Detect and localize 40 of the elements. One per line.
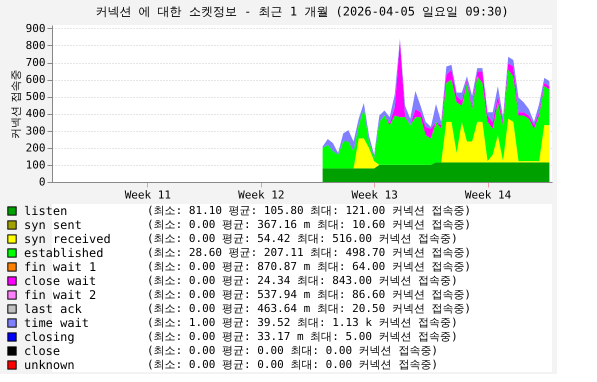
y-tick-label: 600	[26, 73, 46, 86]
y-tick-label: 800	[26, 38, 46, 52]
text: (최소: 0.00 평균: 54.42 최대: 516.00 커넥션 접속중)	[147, 232, 458, 245]
y-tick-label: 900	[26, 22, 46, 35]
text: (최소: 0.00 평균: 0.00 최대: 0.00 커넥션 접속중)	[147, 358, 438, 371]
legend-label: fin wait 2	[24, 288, 96, 302]
text: (최소: 28.60 평균: 207.11 최대: 498.70 커넥션 접속중)	[147, 246, 472, 259]
chart-title: 커넥션 에 대한 소켓정보 - 최근 1 개월 (2026-04-05 일요일 09:30)	[95, 4, 509, 18]
y-tick-label: 400	[26, 107, 46, 120]
text: (최소: 0.00 평균: 463.64 m 최대: 20.50 커넥션 접속중)	[147, 302, 472, 315]
text: (최소: 0.00 평균: 24.34 최대: 843.00 커넥션 접속중)	[147, 274, 458, 287]
legend-label: close	[24, 344, 60, 358]
text: (최소: 0.00 평균: 0.00 최대: 0.00 커넥션 접속중)	[147, 344, 438, 357]
legend-label: closing	[24, 330, 75, 344]
y-axis-title: 커넥션 접속중	[10, 69, 23, 139]
y-tick-label: 500	[26, 90, 46, 104]
y-tick-label: 200	[26, 141, 46, 154]
y-tick-label: 700	[26, 56, 46, 70]
text: (최소: 0.00 평균: 33.17 m 최대: 5.00 커넥션 접속중)	[147, 330, 458, 343]
text: (최소: 0.00 평균: 537.94 m 최대: 86.60 커넥션 접속중)	[147, 288, 472, 301]
legend-label: syn received	[24, 232, 111, 246]
text: (최소: 1.00 평균: 39.52 최대: 1.13 k 커넥션 접속중)	[147, 316, 458, 329]
x-tick-label: Week 13	[351, 188, 398, 202]
legend-label: established	[24, 246, 104, 260]
legend-label: last ack	[24, 302, 83, 316]
legend-label: close wait	[24, 274, 96, 288]
legend-label: listen	[24, 204, 68, 218]
text: (최소: 81.10 평균: 105.80 최대: 121.00 커넥션 접속중)	[147, 204, 472, 217]
y-tick-label: 300	[26, 124, 46, 138]
legend-label: syn sent	[24, 218, 82, 232]
x-tick-label: Week 14	[464, 188, 512, 202]
y-tick-label: 100	[26, 158, 46, 172]
x-tick-label: Week 11	[124, 188, 172, 202]
legend-label: fin wait 1	[24, 260, 96, 274]
text: (최소: 0.00 평균: 870.87 m 최대: 64.00 커넥션 접속중)	[147, 260, 472, 273]
y-tick-label: 0	[38, 176, 46, 188]
legend-label: time wait	[24, 316, 90, 330]
x-tick-label: Week 12	[238, 188, 284, 202]
text: (최소: 0.00 평균: 367.16 m 최대: 10.60 커넥션 접속중)	[147, 218, 472, 231]
legend-label: unknown	[24, 358, 75, 372]
